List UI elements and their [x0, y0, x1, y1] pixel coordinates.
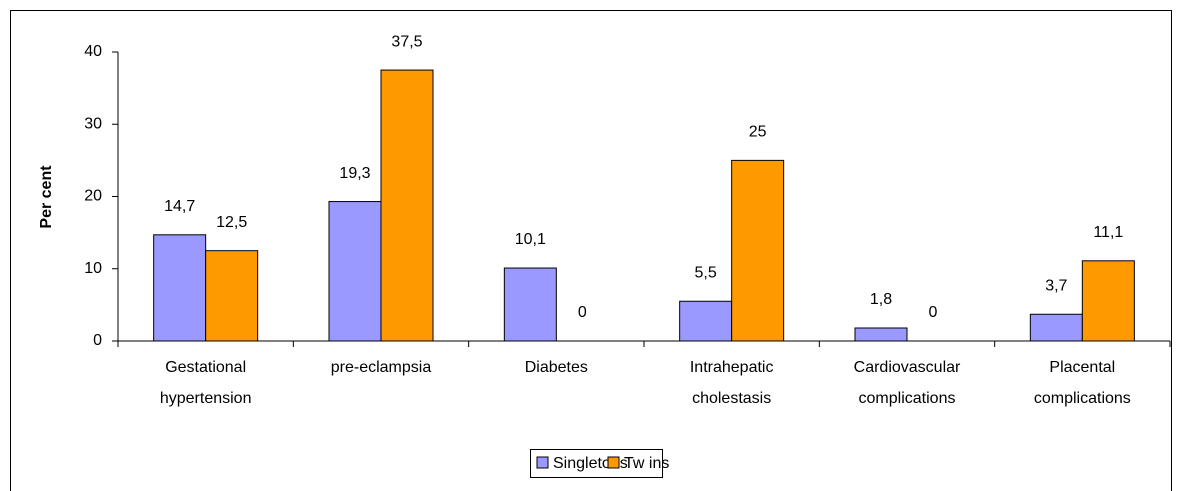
bar: [153, 234, 207, 342]
x-tick-label: Gestational hypertension: [160, 359, 252, 407]
y-tick-label: 30: [84, 115, 102, 132]
bar: [380, 69, 434, 342]
value-label: 0: [578, 304, 587, 321]
legend-swatch: [536, 456, 549, 469]
x-tick-label: Cardiovascular complications: [854, 359, 961, 407]
value-label: 11,1: [1093, 224, 1123, 241]
value-label: 1,8: [870, 291, 892, 308]
legend-swatch: [607, 456, 620, 469]
bar: [679, 300, 733, 342]
bar: [854, 327, 908, 342]
value-label: 19,3: [339, 165, 370, 182]
value-label: 5,5: [695, 264, 717, 281]
bar: [1081, 260, 1135, 342]
value-label: 25: [749, 124, 767, 141]
bar: [328, 201, 382, 342]
bar: [503, 267, 557, 342]
x-tick-label: Placental complications: [1034, 359, 1131, 407]
legend-label: Tw ins: [624, 455, 669, 472]
y-axis-label: Per cent: [38, 165, 55, 229]
y-tick-label: 40: [84, 43, 102, 60]
x-tick-label: pre-eclampsia: [331, 359, 432, 376]
y-tick-label: 20: [84, 188, 102, 205]
value-label: 14,7: [164, 198, 195, 215]
bar: [1029, 313, 1083, 342]
value-label: 37,5: [391, 33, 422, 50]
bar: [205, 250, 259, 342]
value-label: 3,7: [1045, 277, 1067, 294]
value-label: 12,5: [216, 214, 247, 231]
x-tick-label: Diabetes: [525, 359, 588, 376]
y-tick-label: 10: [84, 260, 102, 277]
y-tick-label: 0: [93, 332, 102, 349]
value-label: 10,1: [515, 231, 546, 248]
legend-box: [530, 449, 663, 478]
bar: [731, 159, 785, 342]
value-label: 0: [929, 304, 938, 321]
x-tick-label: Intrahepatic cholestasis: [690, 359, 774, 407]
